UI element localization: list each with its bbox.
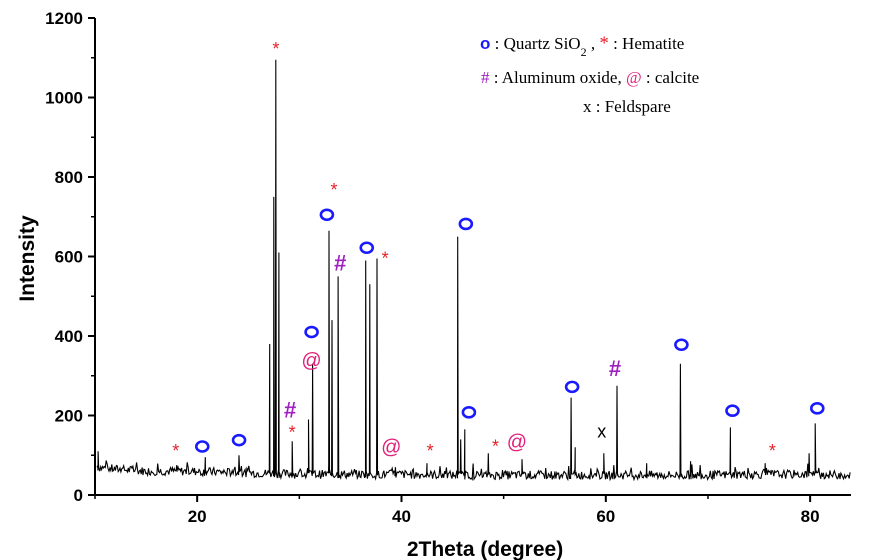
y-tick-label: 1200: [45, 9, 83, 28]
axes: 0 200 400 600 800 1000 1200 20 40 60 80: [45, 9, 851, 526]
aluminum-oxide-marker: #: [334, 250, 346, 275]
y-tick-label: 200: [55, 407, 83, 426]
hematite-marker: *: [492, 436, 499, 456]
hematite-marker: *: [769, 441, 776, 461]
quartz-marker: [304, 325, 319, 339]
phase-markers: **#*@*# *@ * * @ x#*: [172, 39, 825, 461]
x-tick-label: 80: [801, 507, 820, 526]
y-tick-label: 800: [55, 168, 83, 187]
quartz-marker: [319, 208, 335, 222]
quartz-marker: [461, 406, 477, 419]
xrd-pattern-line: [96, 59, 851, 482]
calcite-marker: @: [381, 437, 401, 459]
quartz-marker: [359, 241, 375, 255]
hematite-marker: *: [289, 422, 296, 442]
quartz-marker: [674, 338, 689, 352]
calcite-marker: @: [507, 431, 527, 453]
y-tick-label: 0: [74, 486, 83, 505]
aluminum-oxide-marker: #: [284, 398, 296, 423]
hematite-marker: *: [331, 180, 338, 200]
legend-entry: x : Feldspare: [583, 97, 671, 116]
quartz-marker: [194, 440, 210, 453]
aluminum-oxide-marker: #: [609, 356, 621, 381]
quartz-marker: [809, 402, 825, 415]
x-axis-title: 2Theta (degree): [407, 538, 563, 560]
y-axis-title: Intensity: [16, 215, 39, 302]
x-tick-label: 60: [596, 507, 615, 526]
plot-area: [96, 59, 851, 482]
quartz-marker: [725, 404, 740, 418]
quartz-marker: [564, 380, 580, 394]
hematite-marker: *: [382, 249, 389, 269]
quartz-marker: [231, 433, 247, 447]
legend-entry: o : Quartz SiO2 , * : Hematite: [480, 33, 684, 59]
x-tick-label: 40: [392, 507, 411, 526]
x-tick-label: 20: [188, 507, 207, 526]
quartz-marker: [458, 217, 474, 231]
feldspar-marker: x: [597, 421, 606, 441]
legend: o : Quartz SiO2 , * : Hematite # : Alumin…: [480, 33, 699, 116]
hematite-marker: *: [427, 441, 434, 461]
hematite-marker: *: [172, 441, 179, 461]
hematite-marker: *: [272, 39, 279, 59]
legend-entry: # : Aluminum oxide, @ : calcite: [481, 68, 699, 87]
y-tick-label: 400: [55, 327, 83, 346]
y-tick-label: 600: [55, 248, 83, 267]
calcite-marker: @: [301, 350, 321, 372]
y-tick-label: 1000: [45, 89, 83, 108]
